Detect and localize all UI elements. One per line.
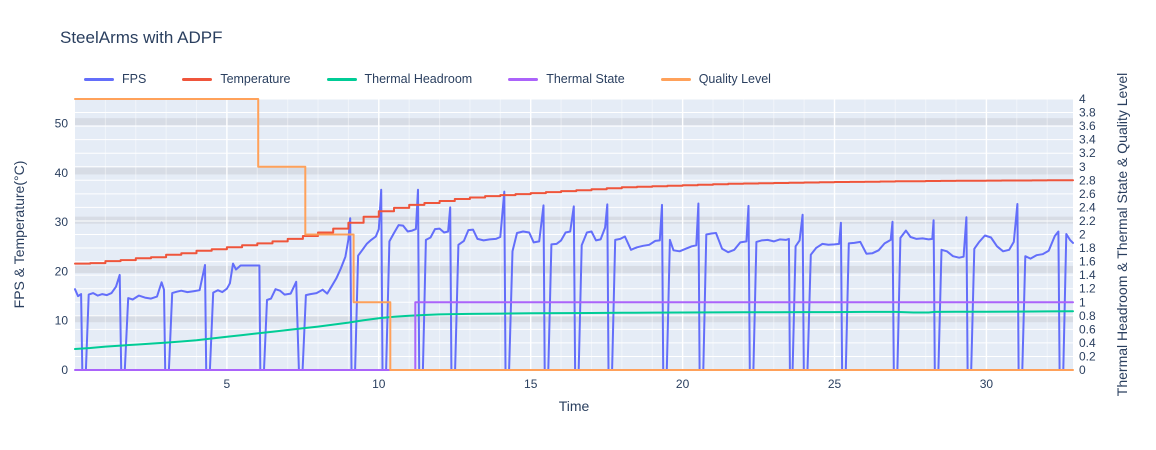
x-tick-label: 10	[372, 377, 386, 391]
series-temperature	[74, 179, 1074, 265]
legend-swatch-icon	[326, 77, 357, 81]
grid-band	[75, 167, 1073, 175]
legend-label: Temperature	[220, 72, 291, 86]
legend-label: Thermal State	[546, 72, 625, 86]
legend-label: Thermal Headroom	[364, 72, 473, 86]
y-right-tick-label: 2.8	[1079, 173, 1096, 187]
series-thermal-state	[74, 301, 1074, 371]
legend-item-thermal-headroom[interactable]: Thermal Headroom	[326, 72, 473, 86]
y-right-axis-title: Thermal Headroom & Thermal State & Quali…	[1114, 73, 1130, 396]
y-right-tick-label: 3.8	[1079, 106, 1096, 120]
x-tick-label: 5	[224, 377, 231, 391]
y-right-tick-label: 4	[1079, 92, 1086, 106]
y-left-tick-label: 50	[55, 117, 69, 131]
legend-label: Quality Level	[698, 72, 771, 86]
y-right-tick-label: 3.6	[1079, 119, 1096, 133]
legend-item-fps[interactable]: FPS	[84, 72, 146, 86]
y-right-tick-label: 0.4	[1079, 336, 1096, 350]
x-tick-label: 25	[828, 377, 842, 391]
y-right-tick-label: 1	[1079, 295, 1086, 309]
legend-item-thermal-state[interactable]: Thermal State	[508, 72, 625, 86]
chart-legend: FPS Temperature Thermal Headroom Thermal St…	[84, 72, 807, 86]
y-left-tick-label: 40	[55, 166, 69, 180]
series-quality-level	[74, 98, 1074, 371]
y-right-tick-label: 2.4	[1079, 200, 1096, 214]
y-right-tick-label: 2	[1079, 228, 1086, 242]
x-tick-label: 15	[524, 377, 538, 391]
legend-label: FPS	[122, 72, 147, 86]
y-right-tick-label: 3	[1079, 160, 1086, 174]
y-left-axis-title: FPS & Temperature(°C)	[11, 161, 27, 309]
y-right-tick-label: 0.2	[1079, 349, 1096, 363]
y-right-tick-label: 0.8	[1079, 309, 1096, 323]
legend-item-temperature[interactable]: Temperature	[182, 72, 291, 86]
legend-swatch-icon	[182, 77, 213, 81]
legend-swatch-icon	[660, 77, 691, 81]
y-right-tick-label: 1.6	[1079, 255, 1096, 269]
grid-band	[75, 118, 1073, 126]
series-fps	[74, 188, 1074, 371]
x-axis-title: Time	[559, 398, 590, 414]
y-right-tick-label: 1.2	[1079, 282, 1096, 296]
y-right-tick-label: 3.4	[1079, 133, 1096, 147]
y-left-tick-label: 0	[61, 363, 68, 377]
x-tick-label: 20	[676, 377, 690, 391]
legend-item-quality-level[interactable]: Quality Level	[660, 72, 771, 86]
y-right-tick-label: 1.4	[1079, 268, 1096, 282]
y-right-tick-label: 0	[1079, 363, 1086, 377]
y-left-tick-label: 20	[55, 264, 69, 278]
legend-swatch-icon	[508, 77, 539, 81]
y-left-tick-label: 30	[55, 215, 69, 229]
chart-title: SteelArms with ADPF	[60, 28, 223, 47]
y-right-tick-label: 1.8	[1079, 241, 1096, 255]
y-left-tick-label: 10	[55, 314, 69, 328]
series-thermal-headroom	[74, 310, 1074, 350]
y-right-tick-label: 0.6	[1079, 322, 1096, 336]
y-right-tick-label: 2.6	[1079, 187, 1096, 201]
x-tick-label: 30	[980, 377, 994, 391]
y-right-tick-label: 3.2	[1079, 146, 1096, 160]
y-right-tick-label: 2.2	[1079, 214, 1096, 228]
legend-swatch-icon	[84, 77, 114, 81]
